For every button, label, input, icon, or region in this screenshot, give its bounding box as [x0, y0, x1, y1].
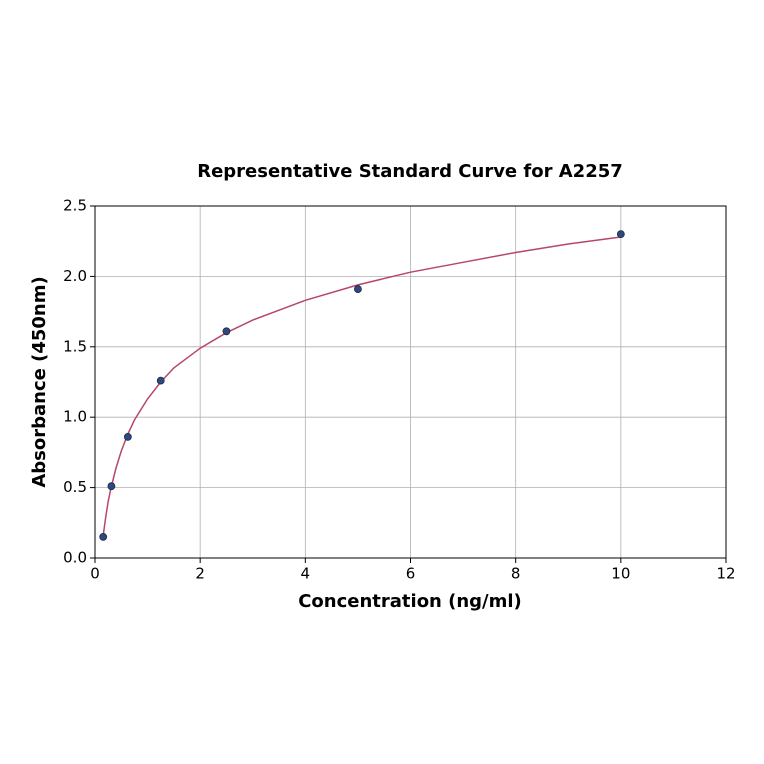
x-tick-label: 8 — [511, 565, 521, 583]
x-axis-label: Concentration (ng/ml) — [298, 591, 522, 612]
data-point — [123, 433, 132, 441]
chart-title: Representative Standard Curve for A2257 — [197, 161, 623, 182]
y-tick-label: 2.0 — [63, 267, 87, 285]
data-point — [107, 482, 116, 491]
x-tick-label: 12 — [716, 565, 735, 583]
x-tick-label: 2 — [195, 565, 205, 583]
x-tick-label: 6 — [406, 565, 416, 583]
x-tick-label: 10 — [611, 565, 630, 583]
fit-curve — [102, 236, 621, 536]
plot-frame — [94, 205, 727, 559]
y-tick-label: 1.0 — [63, 408, 87, 426]
x-tick-label: 0 — [90, 565, 100, 583]
data-point — [616, 230, 625, 239]
y-tick-label: 0.5 — [63, 478, 87, 496]
data-point — [222, 327, 231, 336]
y-tick-label: 2.5 — [63, 197, 87, 215]
data-point — [354, 285, 362, 293]
y-tick-label: 1.5 — [63, 337, 87, 355]
y-tick-label: 0.0 — [63, 549, 87, 567]
x-tick-label: 4 — [301, 565, 311, 583]
y-axis-label: Absorbance (450nm) — [29, 276, 50, 487]
data-point — [156, 376, 165, 385]
data-point — [99, 532, 108, 541]
